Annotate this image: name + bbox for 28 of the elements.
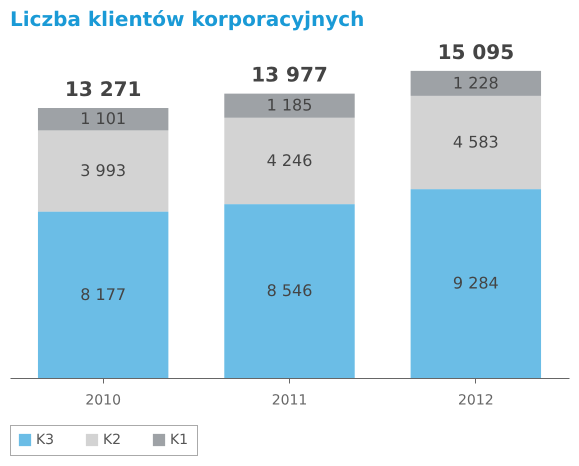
bar [38, 108, 168, 130]
total-label: 15 095 [438, 40, 514, 64]
data-label: 9 284 [452, 274, 499, 293]
data-label: 3 993 [80, 160, 126, 180]
total-label: 13 977 [251, 62, 328, 87]
bar [410, 189, 542, 378]
data-label: 8 546 [266, 281, 312, 300]
bar [224, 204, 355, 378]
data-label: 1 228 [452, 73, 499, 92]
chart-title: Liczba klientów korporacyjnych [10, 7, 364, 31]
total-label: 13 271 [64, 76, 142, 101]
data-label: 4 246 [266, 150, 312, 170]
data-label: 1 185 [266, 96, 312, 115]
data-label: 8 177 [80, 284, 126, 304]
x-tick-label: 2012 [458, 392, 494, 408]
data-label: 1 101 [80, 109, 126, 128]
bar [224, 94, 355, 118]
bar [410, 96, 542, 190]
bar [410, 70, 542, 96]
legend-label: K2 [103, 432, 122, 448]
x-tick-label: 2010 [85, 392, 121, 408]
bar [38, 130, 168, 212]
legend-label: K3 [36, 432, 54, 448]
bar [224, 118, 355, 204]
bar [38, 212, 168, 378]
x-tick-label: 2011 [272, 392, 308, 408]
legend-label: K1 [170, 432, 188, 448]
data-label: 4 583 [452, 132, 499, 152]
